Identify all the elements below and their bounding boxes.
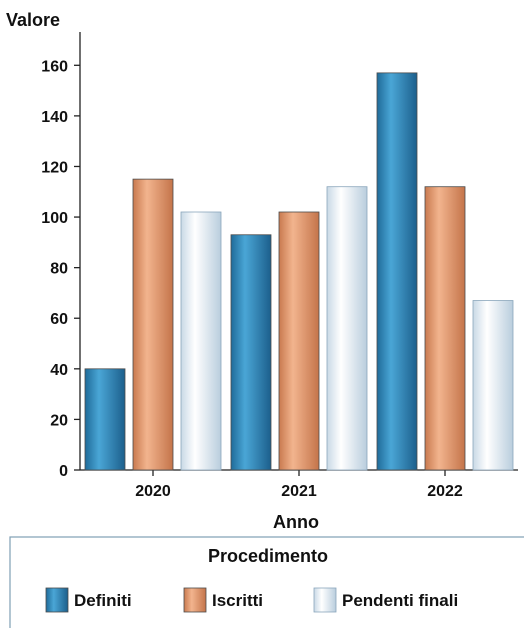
legend-swatch-pendenti-finali xyxy=(313,587,337,613)
bars xyxy=(84,72,514,471)
y-tick-label: 100 xyxy=(41,210,68,227)
x-tick-label: 2020 xyxy=(135,483,171,500)
y-tick-label: 60 xyxy=(50,311,68,328)
bar-pendenti-finali-2021 xyxy=(326,186,368,471)
bar-iscritti-2020 xyxy=(132,178,174,471)
x-tick-label: 2021 xyxy=(281,483,317,500)
bar-pendenti-finali-2022 xyxy=(472,300,514,471)
bar-definiti-2020 xyxy=(84,368,126,471)
y-tick-label: 0 xyxy=(59,463,68,480)
bar-definiti-2021 xyxy=(230,234,272,471)
legend-label-iscritti: Iscritti xyxy=(212,591,263,610)
y-tick-label: 80 xyxy=(50,261,68,278)
y-tick-label: 160 xyxy=(41,58,68,75)
y-tick-label: 20 xyxy=(50,412,68,429)
legend-label-pendenti-finali: Pendenti finali xyxy=(342,591,458,610)
x-tick-label: 2022 xyxy=(427,483,463,500)
x-axis-title: Anno xyxy=(273,512,319,532)
bar-pendenti-finali-2020 xyxy=(180,211,222,471)
y-tick-label: 40 xyxy=(50,362,68,379)
bar-iscritti-2021 xyxy=(278,211,320,471)
bar-definiti-2022 xyxy=(376,72,418,471)
legend-items: Definiti Iscritti Pendenti finali xyxy=(45,587,458,613)
y-tick-label: 120 xyxy=(41,159,68,176)
legend-swatch-definiti xyxy=(45,587,69,613)
legend: Procedimento Definiti Iscritti Pendenti fi… xyxy=(9,536,524,628)
legend-frame xyxy=(9,536,524,628)
legend-label-definiti: Definiti xyxy=(74,591,132,610)
legend-swatch-iscritti xyxy=(183,587,207,613)
y-axis-title: Valore xyxy=(6,10,60,30)
legend-title: Procedimento xyxy=(208,546,328,566)
x-axis: 2020 2021 2022 xyxy=(80,469,518,500)
y-axis: 0 20 40 60 80 100 120 140 160 xyxy=(41,32,81,480)
y-tick-label: 140 xyxy=(41,109,68,126)
bar-iscritti-2022 xyxy=(424,186,466,471)
